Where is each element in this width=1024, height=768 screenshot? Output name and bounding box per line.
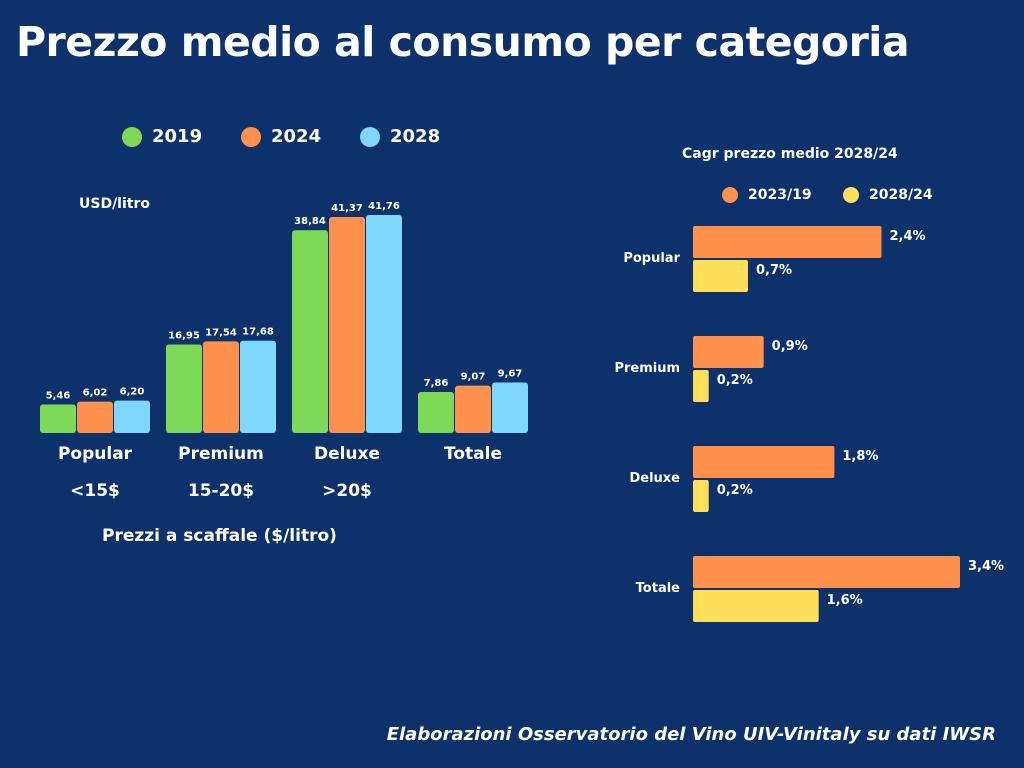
legend-label: 2028: [390, 126, 441, 147]
bar-premium-2028: [240, 340, 276, 433]
hbar-value-label: 0,7%: [756, 263, 792, 278]
bar-value-label: 41,76: [368, 201, 400, 212]
legend-label: 2023/19: [748, 187, 812, 203]
legend-item-2024: 2024: [241, 126, 321, 147]
hbar-premium-2023-19: [693, 336, 764, 368]
bar-deluxe-2019: [292, 230, 328, 433]
category-label-premium: Premium: [178, 444, 264, 464]
hbar-category-label-deluxe: Deluxe: [629, 471, 680, 486]
cagr-chart-title: Cagr prezzo medio 2028/24: [682, 146, 898, 162]
legend-item-2023-19: 2023/19: [722, 187, 812, 203]
hbar-totale-2023-19: [693, 556, 960, 588]
bar-popular-2024: [77, 401, 113, 433]
category-label-popular: Popular: [58, 444, 133, 464]
bar-value-label: 6,20: [120, 387, 145, 398]
category-label-totale: Totale: [444, 444, 502, 464]
legend-item-2019: 2019: [122, 126, 202, 147]
bar-deluxe-2024: [329, 217, 365, 433]
bar-value-label: 5,46: [46, 390, 71, 401]
y-axis-label: USD/litro: [79, 196, 150, 212]
hbar-deluxe-2023-19: [693, 446, 835, 478]
hbar-category-label-popular: Popular: [623, 251, 680, 266]
bar-totale-2028: [492, 382, 528, 433]
bar-premium-2019: [166, 344, 202, 433]
bar-value-label: 7,86: [424, 378, 449, 389]
legend-item-2028: 2028: [360, 126, 440, 147]
bar-totale-2024: [455, 385, 491, 433]
bar-premium-2024: [203, 341, 239, 433]
bar-totale-2019: [418, 391, 454, 433]
legend-label: 2028/24: [869, 187, 933, 203]
bar-value-label: 9,67: [498, 369, 523, 380]
legend-dot-icon: [122, 126, 142, 147]
hbar-popular-2028-24: [693, 260, 748, 292]
hbar-totale-2028-24: [693, 590, 819, 622]
legend-item-2028-24: 2028/24: [843, 187, 933, 203]
hbar-value-label: 0,9%: [772, 339, 808, 354]
legend-dot-icon: [241, 126, 261, 147]
bar-value-label: 6,02: [83, 388, 108, 399]
hbar-deluxe-2028-24: [693, 480, 709, 512]
category-label-deluxe: Deluxe: [314, 444, 380, 464]
hbar-value-label: 1,8%: [842, 449, 878, 464]
bar-popular-2028: [114, 400, 150, 433]
legend-label: 2024: [271, 126, 322, 147]
bar-value-label: 41,37: [331, 203, 363, 214]
hbar-value-label: 0,2%: [717, 483, 753, 498]
hbar-category-label-totale: Totale: [636, 581, 681, 596]
hbar-value-label: 3,4%: [968, 559, 1004, 574]
x-axis-title: Prezzi a scaffale ($/litro): [102, 526, 337, 546]
price-range-label: 15-20$: [188, 481, 254, 501]
legend-dot-icon: [360, 126, 380, 147]
bar-value-label: 16,95: [168, 331, 200, 342]
source-note: Elaborazioni Osservatorio del Vino UIV-V…: [386, 724, 996, 745]
hbar-value-label: 2,4%: [889, 229, 925, 244]
chart-title: Prezzo medio al consumo per categoria: [16, 18, 910, 66]
legend-dot-icon: [843, 187, 859, 203]
hbar-popular-2023-19: [693, 226, 882, 258]
bar-value-label: 17,54: [205, 327, 237, 338]
bar-value-label: 17,68: [242, 327, 274, 338]
bar-deluxe-2028: [366, 215, 402, 433]
legend-dot-icon: [722, 187, 738, 203]
hbar-premium-2028-24: [693, 370, 709, 402]
price-range-label: <15$: [70, 481, 120, 501]
hbar-category-label-premium: Premium: [614, 361, 680, 376]
price-range-label: >20$: [322, 481, 372, 501]
bar-value-label: 38,84: [294, 216, 326, 227]
bar-value-label: 9,07: [461, 372, 486, 383]
bar-popular-2019: [40, 404, 76, 433]
hbar-value-label: 0,2%: [717, 373, 753, 388]
legend-label: 2019: [152, 126, 203, 147]
hbar-value-label: 1,6%: [827, 593, 863, 608]
